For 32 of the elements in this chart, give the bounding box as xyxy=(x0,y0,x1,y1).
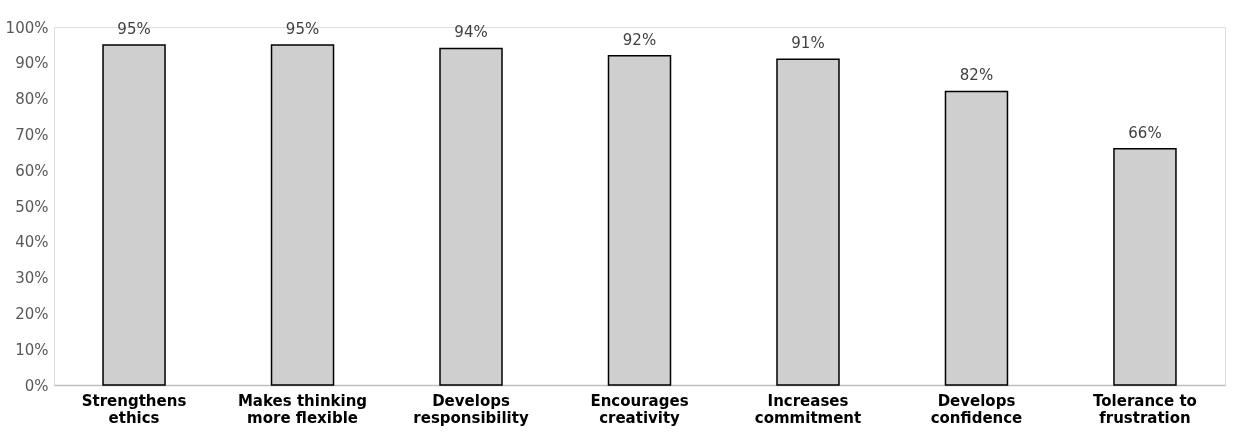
bar xyxy=(102,44,166,386)
data-label: 92% xyxy=(622,30,657,49)
data-label: 82% xyxy=(959,66,994,85)
bar xyxy=(776,58,840,386)
y-tick-label: 40% xyxy=(15,233,49,252)
y-tick-label: 0% xyxy=(24,376,49,395)
data-label: 95% xyxy=(117,19,151,38)
x-tick-label: Strengthens ethics xyxy=(81,391,187,427)
data-label: 94% xyxy=(454,23,488,42)
y-tick-label: 90% xyxy=(15,54,49,73)
y-tick-label: 80% xyxy=(15,90,49,109)
y-tick-label: 70% xyxy=(15,125,49,144)
bar xyxy=(439,47,503,386)
y-tick-label: 10% xyxy=(15,340,49,359)
bar xyxy=(607,54,672,386)
bar xyxy=(270,44,335,386)
data-label: 66% xyxy=(1128,123,1162,142)
x-tick-label: Develops responsibility xyxy=(413,391,529,427)
y-tick-label: 100% xyxy=(5,18,49,37)
x-tick-label: Encourages creativity xyxy=(590,391,689,427)
data-label: 91% xyxy=(791,34,825,53)
x-tick-label: Develops confidence xyxy=(930,391,1023,427)
y-tick-label: 50% xyxy=(15,197,49,216)
x-tick-label: Tolerance to frustration xyxy=(1093,391,1197,427)
y-tick-label: 60% xyxy=(15,161,49,180)
bar xyxy=(1113,147,1177,386)
y-tick-label: 20% xyxy=(15,304,49,323)
x-tick-label: Increases commitment xyxy=(754,391,862,427)
y-tick-label: 30% xyxy=(15,269,49,288)
bar xyxy=(944,90,1009,386)
x-tick-label: Makes thinking more flexible xyxy=(237,391,368,427)
data-label: 95% xyxy=(285,19,320,38)
